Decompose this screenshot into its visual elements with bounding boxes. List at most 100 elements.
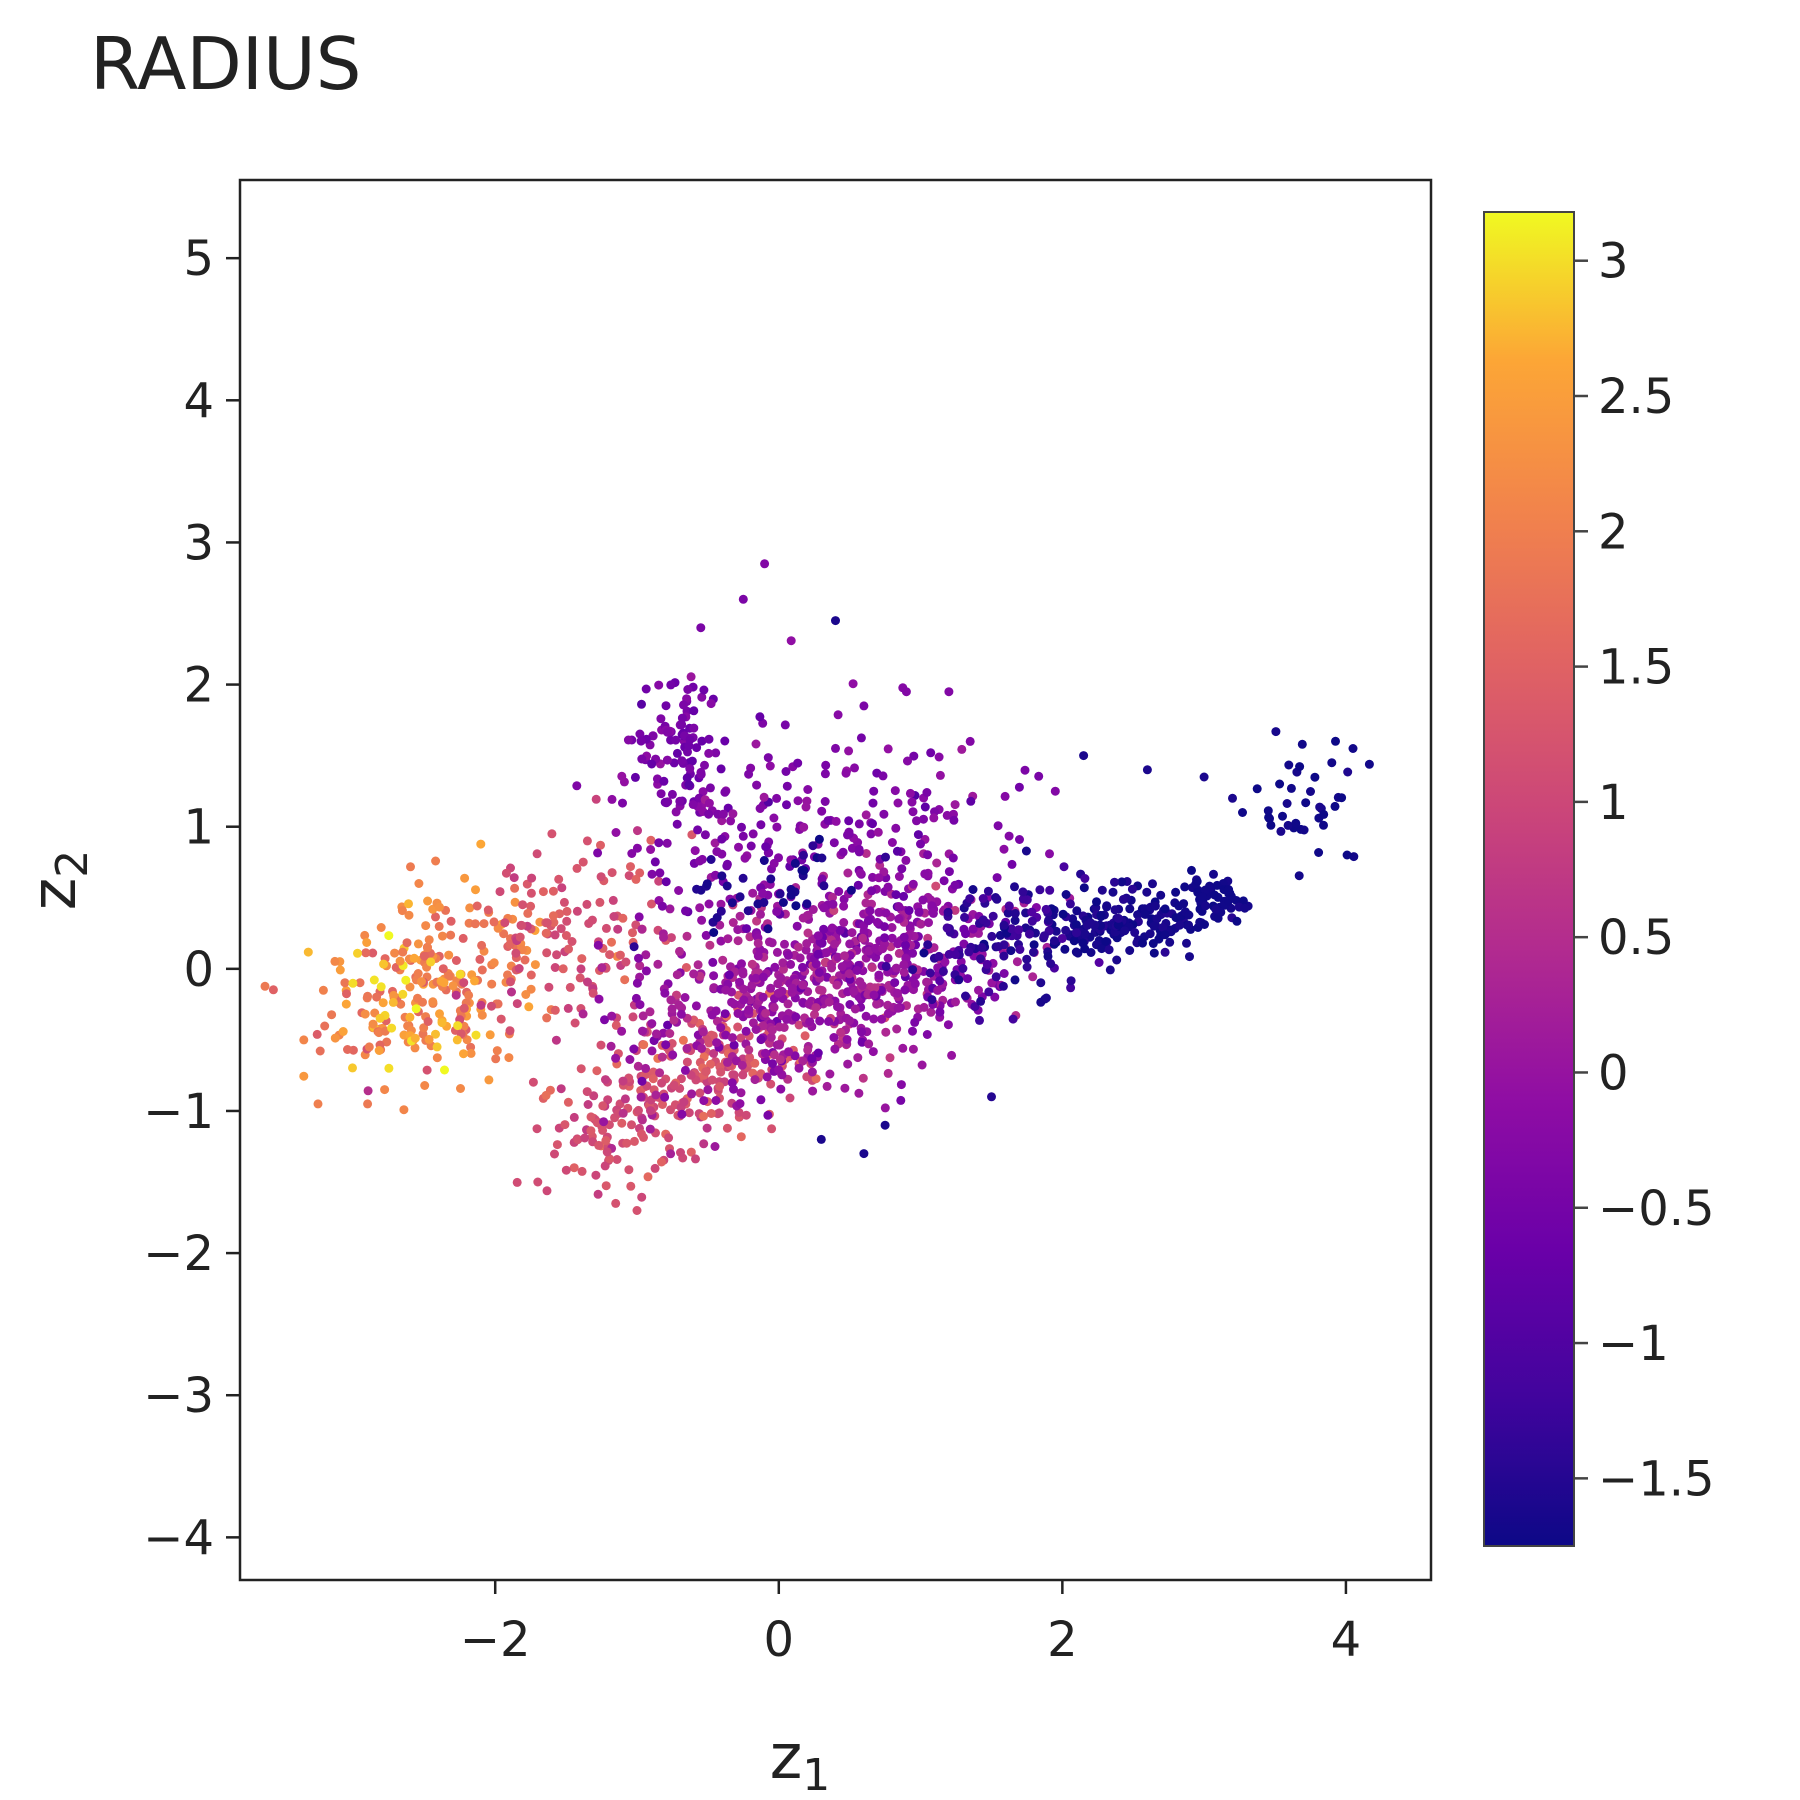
- data-point: [758, 1021, 768, 1031]
- data-point: [680, 1065, 690, 1075]
- data-point: [402, 938, 412, 948]
- data-point: [920, 869, 930, 879]
- data-point: [596, 1040, 606, 1050]
- data-point: [455, 969, 465, 979]
- data-point: [923, 933, 933, 943]
- data-point: [656, 714, 666, 724]
- data-point: [1006, 946, 1016, 956]
- data-point: [883, 1068, 893, 1078]
- data-point: [706, 699, 716, 709]
- colorbar-tick-label: 3: [1598, 234, 1629, 290]
- colorbar-tick-label: 1.5: [1598, 640, 1674, 696]
- data-point: [444, 950, 454, 960]
- data-point: [923, 940, 933, 950]
- data-point: [554, 874, 564, 884]
- data-point: [823, 816, 833, 826]
- data-point: [1211, 904, 1221, 914]
- data-point: [874, 873, 884, 883]
- data-point: [737, 1060, 747, 1070]
- data-point: [559, 897, 569, 907]
- data-point: [372, 992, 382, 1002]
- data-point: [909, 751, 919, 761]
- data-point: [420, 1081, 430, 1090]
- data-point: [987, 931, 997, 941]
- data-point: [601, 1075, 610, 1085]
- data-point: [999, 969, 1009, 978]
- data-point: [569, 1112, 579, 1122]
- data-point: [736, 1088, 746, 1098]
- y-tick-label: 2: [183, 658, 214, 714]
- data-point: [1079, 883, 1089, 893]
- data-point: [1029, 940, 1039, 950]
- data-point: [439, 978, 449, 988]
- data-point: [422, 1065, 432, 1075]
- data-point: [617, 1118, 627, 1128]
- data-point: [908, 1026, 917, 1036]
- data-point: [401, 975, 411, 985]
- data-point: [379, 959, 389, 969]
- data-point: [260, 981, 270, 991]
- data-point: [704, 798, 714, 808]
- data-point: [709, 983, 719, 993]
- data-point: [724, 970, 734, 980]
- data-point: [1049, 936, 1059, 946]
- data-point: [1184, 910, 1194, 920]
- data-point: [711, 1096, 721, 1105]
- x-tick-label: 4: [1331, 1612, 1362, 1668]
- data-point: [434, 921, 444, 931]
- y-tick-label: −4: [143, 1510, 214, 1566]
- data-point: [576, 1064, 586, 1074]
- data-point: [634, 1105, 643, 1115]
- data-point: [689, 723, 699, 733]
- data-point: [424, 1034, 434, 1044]
- data-point: [899, 932, 909, 942]
- data-point: [842, 1035, 852, 1044]
- data-point: [669, 1015, 679, 1025]
- data-point: [736, 1132, 746, 1142]
- data-point: [766, 1032, 776, 1042]
- data-point: [628, 928, 637, 938]
- data-point: [709, 928, 719, 937]
- data-point: [607, 937, 616, 947]
- data-point: [786, 636, 796, 646]
- data-point: [833, 710, 843, 720]
- data-point: [714, 1108, 724, 1118]
- data-point: [607, 868, 617, 878]
- data-point: [586, 1126, 596, 1136]
- data-point: [643, 1172, 653, 1182]
- data-point: [693, 960, 703, 970]
- data-point: [1319, 809, 1329, 819]
- data-point: [935, 1007, 945, 1017]
- data-point: [657, 1052, 667, 1062]
- data-point: [993, 942, 1003, 951]
- data-point: [470, 919, 480, 929]
- y-axis-label-sub: 2: [47, 850, 98, 878]
- data-point: [843, 1059, 853, 1069]
- data-point: [965, 736, 975, 746]
- data-point: [595, 897, 605, 907]
- data-point: [1110, 905, 1120, 915]
- data-point: [611, 1020, 621, 1030]
- data-point: [330, 1033, 340, 1043]
- data-point: [472, 901, 482, 911]
- data-point: [487, 1001, 496, 1011]
- data-point: [1199, 772, 1209, 782]
- data-point: [1182, 938, 1191, 948]
- data-point: [747, 959, 757, 969]
- data-point: [740, 853, 750, 863]
- data-point: [699, 1096, 709, 1106]
- data-point: [763, 753, 773, 763]
- data-point: [748, 829, 758, 839]
- data-point: [917, 1060, 927, 1070]
- data-point: [1149, 921, 1159, 931]
- y-tick-label: 0: [183, 942, 214, 998]
- data-point: [1045, 849, 1054, 859]
- data-point: [1086, 918, 1095, 928]
- data-point: [774, 1040, 784, 1050]
- data-point: [671, 735, 681, 745]
- data-point: [659, 776, 669, 786]
- data-point: [667, 789, 677, 799]
- data-point: [599, 1117, 609, 1127]
- data-point: [660, 988, 670, 998]
- data-point: [1165, 937, 1175, 947]
